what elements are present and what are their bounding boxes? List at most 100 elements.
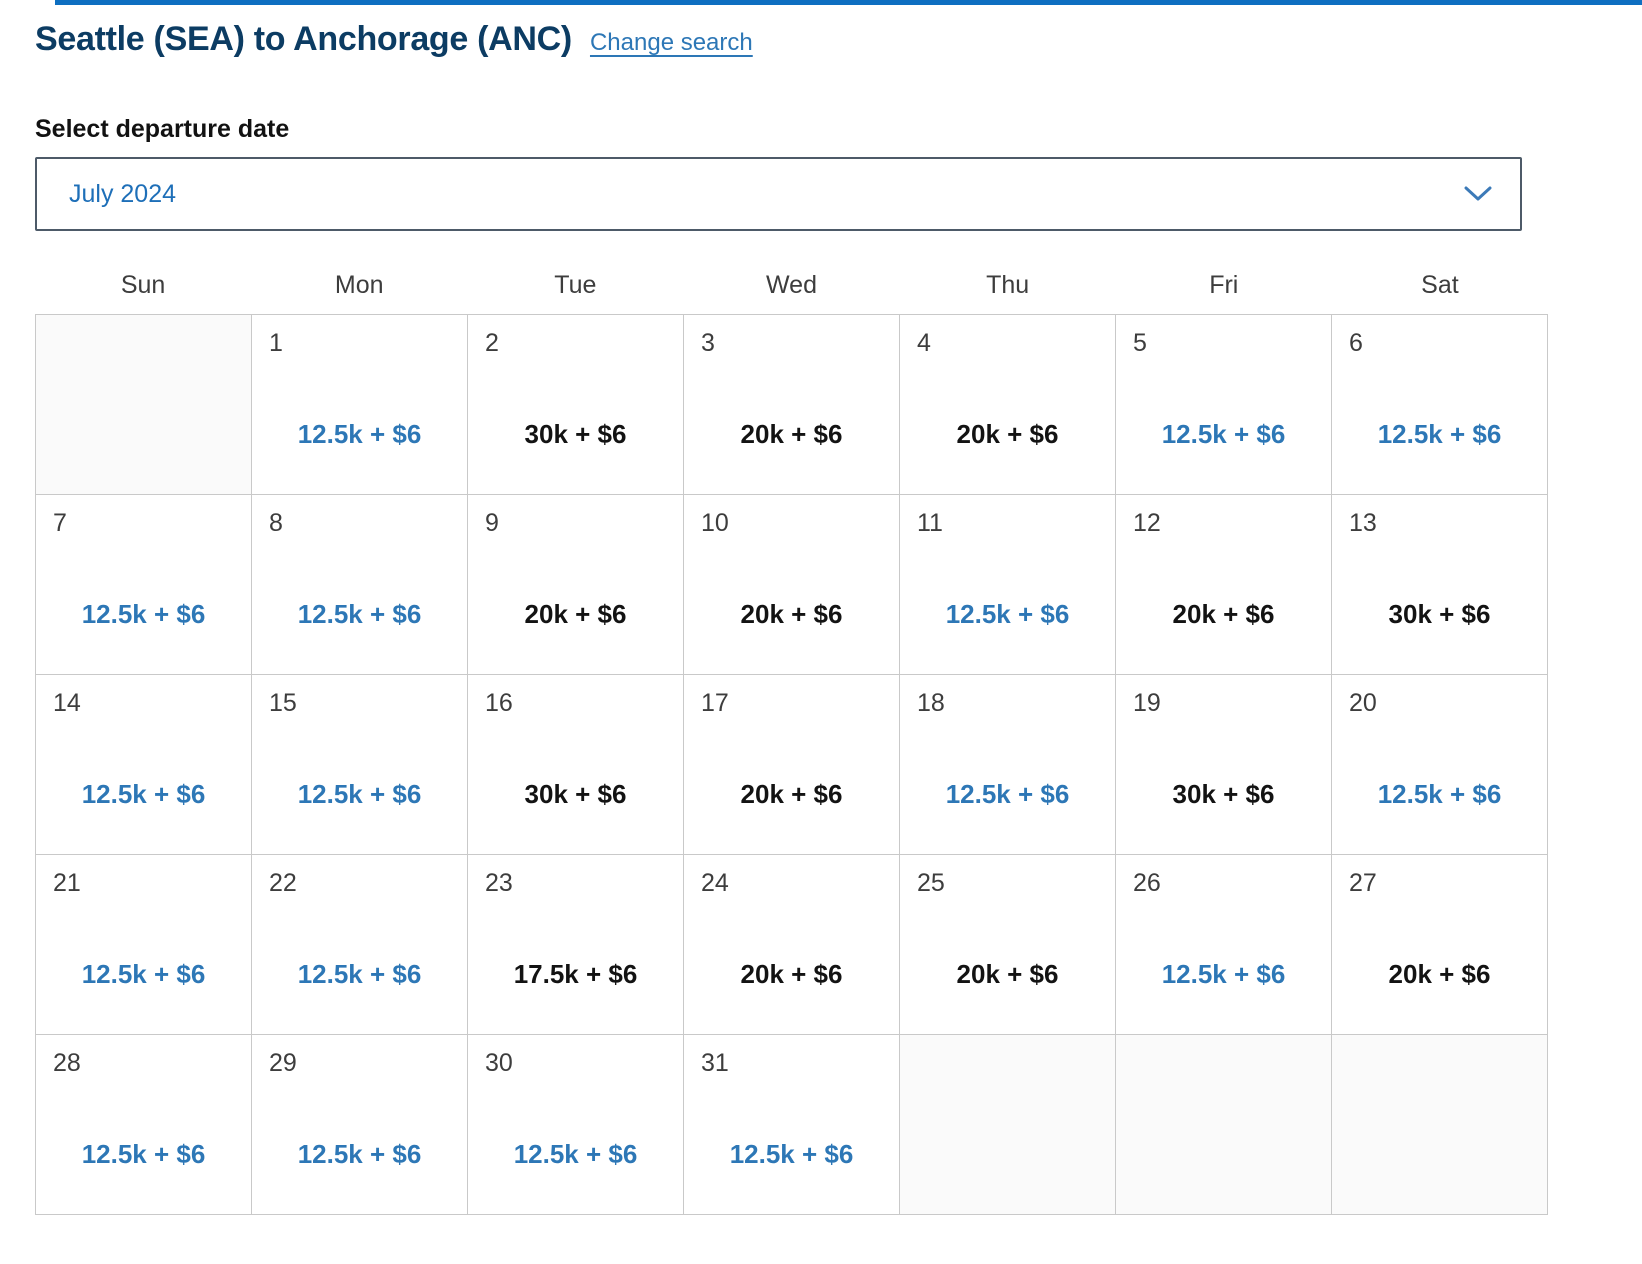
day-number: 16 [485,689,513,717]
award-price: 17.5k + $6 [513,959,638,989]
calendar-empty-cell [1332,1035,1548,1215]
day-header-mon: Mon [334,271,384,299]
day-number: 30 [485,1049,513,1077]
award-price: 20k + $6 [740,419,843,449]
day-number: 26 [1133,869,1161,897]
day-number: 23 [485,869,513,897]
award-price: 12.5k + $6 [513,1139,638,1169]
day-number: 25 [917,869,945,897]
calendar-date-cell-22[interactable]: 22 12.5k + $6 [252,855,468,1035]
title-row: Seattle (SEA) to Anchorage (ANC) Change … [35,20,1642,59]
award-price: 12.5k + $6 [945,779,1070,809]
award-price: 12.5k + $6 [81,1139,206,1169]
calendar-date-cell-31[interactable]: 31 12.5k + $6 [684,1035,900,1215]
day-number: 29 [269,1049,297,1077]
calendar-date-cell-1[interactable]: 1 12.5k + $6 [252,315,468,495]
calendar-date-cell-13[interactable]: 13 30k + $6 [1332,495,1548,675]
day-number: 20 [1349,689,1377,717]
calendar-empty-cell [900,1035,1116,1215]
day-number: 18 [917,689,945,717]
calendar-date-cell-30[interactable]: 30 12.5k + $6 [468,1035,684,1215]
calendar-date-cell-4[interactable]: 4 20k + $6 [900,315,1116,495]
calendar-date-cell-11[interactable]: 11 12.5k + $6 [900,495,1116,675]
award-price: 20k + $6 [956,419,1059,449]
calendar-date-cell-17[interactable]: 17 20k + $6 [684,675,900,855]
day-number: 1 [269,329,283,357]
day-number: 15 [269,689,297,717]
award-price: 12.5k + $6 [1377,779,1502,809]
day-number: 10 [701,509,729,537]
award-price: 20k + $6 [1388,959,1491,989]
award-price: 12.5k + $6 [297,1139,422,1169]
calendar-date-cell-5[interactable]: 5 12.5k + $6 [1116,315,1332,495]
day-header-fri: Fri [1209,271,1239,299]
award-price: 12.5k + $6 [297,419,422,449]
day-number: 14 [53,689,81,717]
day-number: 5 [1133,329,1147,357]
award-price: 12.5k + $6 [1161,959,1286,989]
day-number: 31 [701,1049,729,1077]
calendar-date-cell-16[interactable]: 16 30k + $6 [468,675,684,855]
calendar-date-cell-9[interactable]: 9 20k + $6 [468,495,684,675]
calendar-date-cell-3[interactable]: 3 20k + $6 [684,315,900,495]
day-number: 28 [53,1049,81,1077]
calendar-date-cell-21[interactable]: 21 12.5k + $6 [36,855,252,1035]
calendar-date-cell-23[interactable]: 23 17.5k + $6 [468,855,684,1035]
calendar-empty-cell [36,315,252,495]
award-price: 12.5k + $6 [297,779,422,809]
award-price: 12.5k + $6 [81,779,206,809]
day-header-sat: Sat [1421,271,1459,299]
calendar-date-cell-26[interactable]: 26 12.5k + $6 [1116,855,1332,1035]
day-number: 9 [485,509,499,537]
award-price: 12.5k + $6 [297,599,422,629]
award-price: 30k + $6 [1172,779,1275,809]
change-search-link[interactable]: Change search [589,29,753,56]
award-price: 20k + $6 [740,779,843,809]
award-calendar-page: Seattle (SEA) to Anchorage (ANC) Change … [0,20,1642,1215]
award-price: 12.5k + $6 [81,599,206,629]
day-number: 11 [917,509,943,537]
calendar-date-cell-25[interactable]: 25 20k + $6 [900,855,1116,1035]
calendar-date-cell-10[interactable]: 10 20k + $6 [684,495,900,675]
calendar-date-cell-2[interactable]: 2 30k + $6 [468,315,684,495]
calendar-date-cell-6[interactable]: 6 12.5k + $6 [1332,315,1548,495]
day-number: 19 [1133,689,1161,717]
award-price: 20k + $6 [740,959,843,989]
award-price: 12.5k + $6 [1161,419,1286,449]
award-price: 20k + $6 [740,599,843,629]
award-price: 12.5k + $6 [81,959,206,989]
calendar-date-cell-15[interactable]: 15 12.5k + $6 [252,675,468,855]
calendar-date-cell-28[interactable]: 28 12.5k + $6 [36,1035,252,1215]
departure-month-select[interactable]: July 2024 [35,157,1522,231]
award-calendar: Sun Mon Tue Wed Thu Fri Sat 1 12.5k + $6 2 30k + … [35,271,1548,1215]
calendar-grid: 1 12.5k + $6 2 30k + $6 3 20k + $6 4 20k + $6 5 1… [35,314,1548,1215]
top-accent-bar [55,0,1642,5]
day-header-thu: Thu [986,271,1030,299]
calendar-date-cell-29[interactable]: 29 12.5k + $6 [252,1035,468,1215]
day-number: 22 [269,869,297,897]
day-number: 2 [485,329,499,357]
day-number: 4 [917,329,931,357]
calendar-date-cell-20[interactable]: 20 12.5k + $6 [1332,675,1548,855]
award-price: 12.5k + $6 [297,959,422,989]
chevron-down-icon [1464,186,1492,202]
award-price: 12.5k + $6 [729,1139,854,1169]
calendar-date-cell-27[interactable]: 27 20k + $6 [1332,855,1548,1035]
award-price: 30k + $6 [524,419,627,449]
calendar-date-cell-19[interactable]: 19 30k + $6 [1116,675,1332,855]
calendar-date-cell-14[interactable]: 14 12.5k + $6 [36,675,252,855]
calendar-date-cell-8[interactable]: 8 12.5k + $6 [252,495,468,675]
day-number: 3 [701,329,715,357]
day-header-tue: Tue [554,271,597,299]
day-header-wed: Wed [766,271,817,299]
day-number: 17 [701,689,729,717]
calendar-date-cell-18[interactable]: 18 12.5k + $6 [900,675,1116,855]
calendar-date-cell-24[interactable]: 24 20k + $6 [684,855,900,1035]
day-header-sun: Sun [120,271,166,299]
day-number: 8 [269,509,283,537]
calendar-date-cell-12[interactable]: 12 20k + $6 [1116,495,1332,675]
calendar-date-cell-7[interactable]: 7 12.5k + $6 [36,495,252,675]
selected-month-value: July 2024 [69,179,177,208]
award-price: 30k + $6 [524,779,627,809]
award-price: 20k + $6 [956,959,1059,989]
